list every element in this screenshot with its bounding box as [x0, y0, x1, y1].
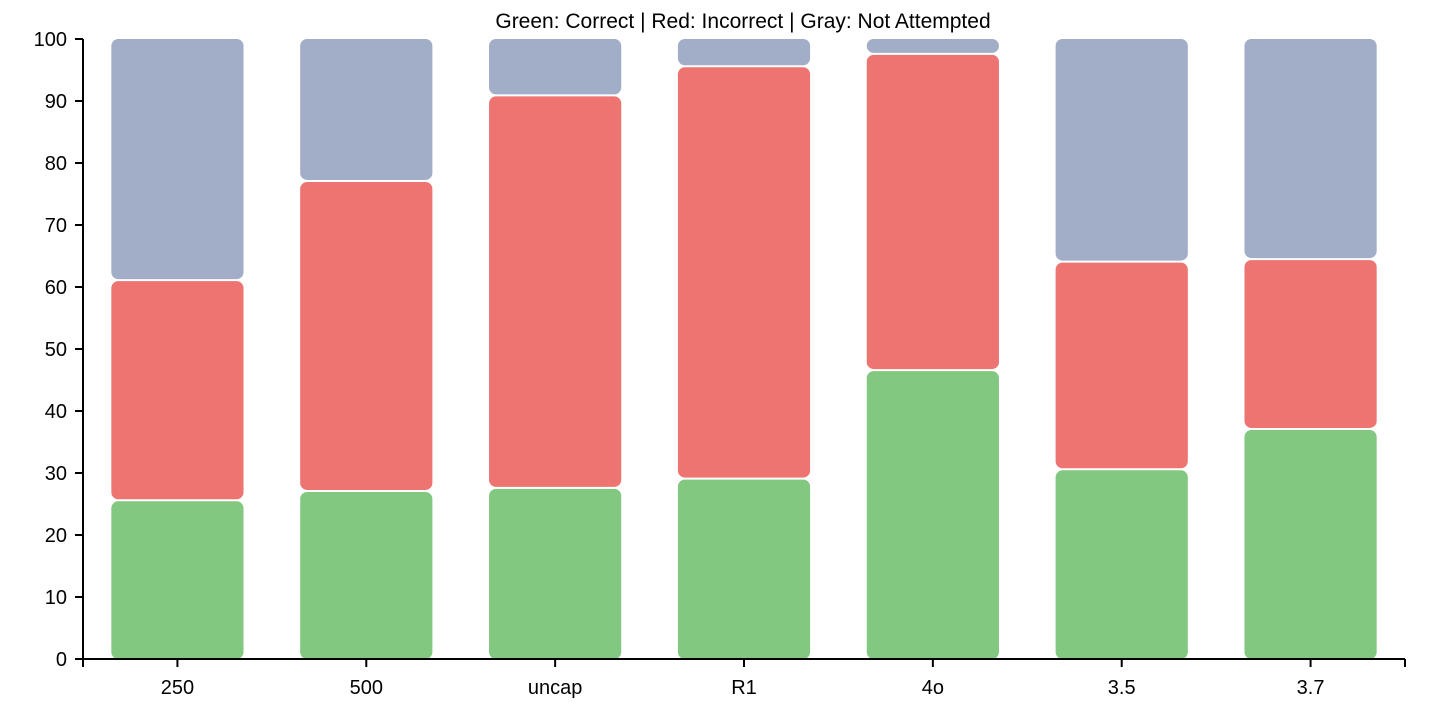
y-tick-label-30: 30 — [45, 463, 67, 485]
bar-segment-3.5-2 — [1055, 39, 1188, 261]
x-tick-label-4o: 4o — [922, 677, 944, 699]
bar-segment-3.5-1 — [1055, 262, 1188, 469]
y-axis: 0 10 20 30 40 50 60 70 80 90 100 — [34, 29, 84, 671]
bar-segment-uncap-2 — [489, 39, 622, 95]
y-tick-label-50: 50 — [45, 339, 67, 361]
bar-segment-500-2 — [300, 39, 433, 180]
y-tick-label-40: 40 — [45, 401, 67, 423]
bar-segment-3.7-2 — [1244, 39, 1377, 259]
y-tick-label-80: 80 — [45, 153, 67, 175]
y-tick-label-20: 20 — [45, 525, 67, 547]
x-tick-label-3.5: 3.5 — [1108, 677, 1136, 699]
y-tick-label-60: 60 — [45, 277, 67, 299]
bar-segment-4o-0 — [866, 371, 999, 659]
bar-segment-R1-1 — [677, 67, 811, 478]
bar-segment-3.7-1 — [1244, 260, 1377, 428]
chart-title: Green: Correct | Red: Incorrect | Gray: … — [495, 10, 990, 33]
x-axis: 250 500 uncap R1 4o 3.5 3.7 — [82, 658, 1406, 699]
bar-segment-uncap-1 — [489, 96, 622, 487]
bar-segment-500-1 — [300, 181, 433, 490]
x-tick-label-250: 250 — [161, 677, 194, 699]
x-tick-label-500: 500 — [350, 677, 383, 699]
bar-segment-uncap-0 — [489, 488, 622, 659]
bar-segment-R1-2 — [677, 39, 811, 66]
bar-segment-3.5-0 — [1055, 470, 1188, 659]
y-tick-label-90: 90 — [45, 91, 67, 113]
bar-segment-3.7-0 — [1244, 429, 1377, 659]
bar-segment-500-0 — [300, 491, 433, 659]
bar-segment-250-0 — [111, 501, 244, 659]
x-tick-label-3.7: 3.7 — [1297, 677, 1325, 699]
bar-segment-250-1 — [111, 281, 244, 500]
y-tick-label-100: 100 — [34, 29, 67, 51]
bar-segment-4o-2 — [866, 39, 999, 53]
bar-segment-4o-1 — [866, 54, 999, 370]
bars-group — [111, 39, 1377, 659]
y-tick-label-70: 70 — [45, 215, 67, 237]
bar-segment-R1-0 — [677, 479, 811, 659]
x-tick-label-uncap: uncap — [528, 677, 583, 699]
y-tick-label-10: 10 — [45, 587, 67, 609]
x-tick-label-R1: R1 — [731, 677, 757, 699]
bar-segment-250-2 — [111, 39, 244, 280]
y-tick-label-0: 0 — [56, 649, 67, 671]
